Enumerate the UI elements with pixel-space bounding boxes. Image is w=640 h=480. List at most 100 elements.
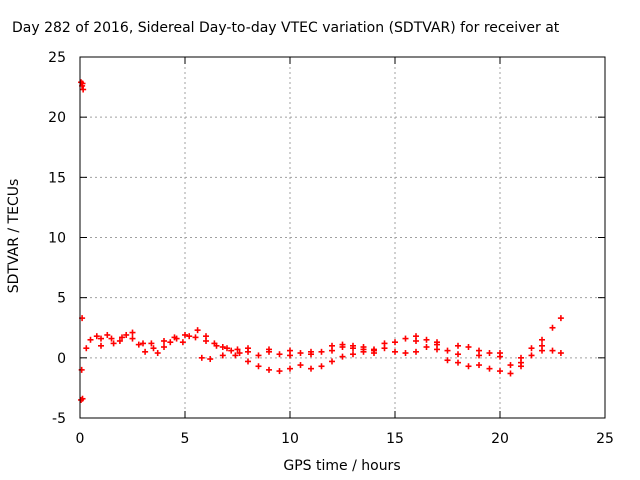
data-point <box>518 359 524 366</box>
y-tick-label: 15 <box>48 170 66 186</box>
chart-title: Day 282 of 2016, Sidereal Day-to-day VTE… <box>12 20 560 36</box>
data-point <box>228 347 235 354</box>
data-point <box>154 350 161 357</box>
x-tick-labels: 0 5 10 15 20 25 <box>76 431 614 447</box>
data-point <box>297 362 304 369</box>
y-tick-labels: -5 0 5 10 15 20 25 <box>48 50 66 427</box>
data-point <box>507 370 514 377</box>
data-point <box>78 396 85 403</box>
data-point <box>528 352 535 359</box>
y-tick-label: 25 <box>48 50 66 66</box>
data-point <box>207 356 214 363</box>
data-point <box>194 327 201 334</box>
data-point <box>339 341 346 348</box>
data-point <box>413 333 419 340</box>
data-point <box>539 342 545 349</box>
data-point <box>360 346 367 353</box>
data-point <box>87 336 94 343</box>
data-point <box>245 358 251 365</box>
data-point <box>465 363 472 370</box>
data-point <box>528 345 535 352</box>
data-point <box>255 363 262 370</box>
data-point <box>465 344 472 351</box>
y-tick-label: 20 <box>48 110 66 126</box>
data-point <box>549 347 556 354</box>
data-point <box>116 337 123 344</box>
x-tick-label: 5 <box>181 431 190 447</box>
data-point <box>557 315 564 322</box>
data-point <box>486 365 493 372</box>
data-point <box>434 346 440 353</box>
data-point <box>224 345 230 352</box>
data-point <box>557 350 564 357</box>
y-tick-label: -5 <box>52 411 66 427</box>
data-point <box>381 345 388 352</box>
data-point <box>476 362 482 369</box>
data-point <box>444 357 451 364</box>
data-point <box>276 351 283 358</box>
data-point <box>497 368 503 375</box>
data-point <box>455 342 461 349</box>
data-point <box>236 350 243 357</box>
data-point <box>171 334 178 341</box>
data-point <box>371 350 377 357</box>
data-point <box>318 363 325 370</box>
y-tick-label: 0 <box>57 351 66 367</box>
data-points <box>78 79 564 403</box>
data-point <box>486 350 493 357</box>
data-point <box>232 352 239 359</box>
data-point <box>402 350 409 357</box>
data-point <box>287 365 293 372</box>
data-point <box>161 344 167 351</box>
data-point <box>423 336 430 343</box>
data-point <box>104 331 111 338</box>
data-point <box>198 354 205 361</box>
data-point <box>108 335 115 342</box>
data-point <box>203 337 209 344</box>
data-point <box>476 352 482 359</box>
x-tick-label: 25 <box>596 431 614 447</box>
y-tick-label: 10 <box>48 231 66 247</box>
x-tick-label: 20 <box>491 431 509 447</box>
data-point <box>245 345 251 352</box>
data-point <box>142 348 149 355</box>
data-point <box>219 344 226 351</box>
data-point <box>392 348 398 355</box>
data-point <box>129 329 136 336</box>
x-tick-label: 0 <box>76 431 85 447</box>
data-point <box>350 342 356 349</box>
data-point <box>276 368 283 375</box>
data-point <box>413 348 419 355</box>
data-point <box>129 335 136 342</box>
data-point <box>287 347 293 354</box>
data-point <box>350 351 356 358</box>
data-point <box>167 339 174 346</box>
data-point <box>213 342 220 349</box>
data-point <box>179 339 186 346</box>
data-point <box>98 342 104 349</box>
data-point <box>423 344 430 351</box>
data-point <box>93 333 100 340</box>
data-point <box>219 352 226 359</box>
data-point <box>507 362 514 369</box>
data-point <box>123 331 130 338</box>
data-point <box>266 346 272 353</box>
data-point <box>192 334 199 341</box>
x-tick-label: 15 <box>386 431 404 447</box>
data-point <box>318 348 325 355</box>
data-point <box>549 324 556 331</box>
data-point <box>234 346 241 353</box>
data-point <box>135 341 142 348</box>
data-point <box>308 348 314 355</box>
data-point <box>148 340 155 347</box>
data-point <box>150 345 157 352</box>
data-point <box>339 353 346 360</box>
axis-ticks <box>79 56 606 419</box>
data-point <box>402 335 409 342</box>
data-point <box>110 340 117 347</box>
data-point <box>79 80 86 87</box>
data-point <box>98 335 104 342</box>
data-point <box>329 342 335 349</box>
data-point <box>297 350 304 357</box>
